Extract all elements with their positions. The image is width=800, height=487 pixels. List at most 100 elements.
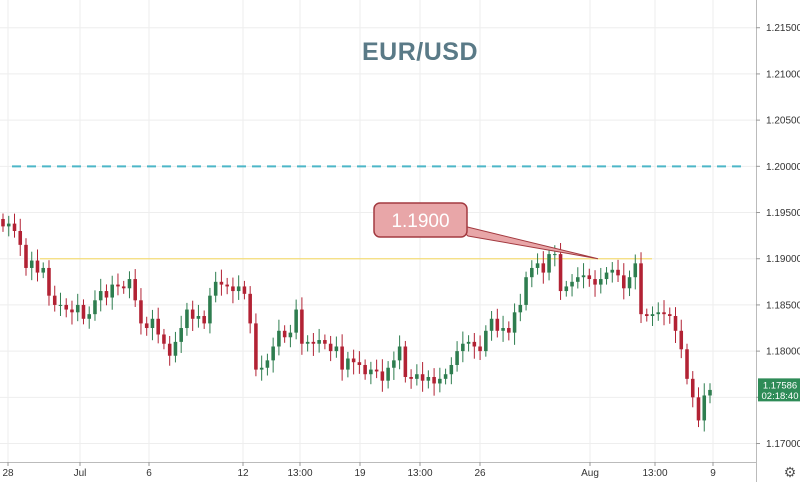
candle-body bbox=[685, 349, 689, 379]
candle-body bbox=[547, 254, 551, 273]
candle-body bbox=[690, 378, 695, 398]
candle-body bbox=[282, 330, 287, 338]
candle-body bbox=[116, 284, 120, 287]
x-tick-label: Aug bbox=[581, 468, 599, 479]
candle-body bbox=[363, 364, 367, 375]
y-tick-label: 1.19500 bbox=[766, 208, 800, 219]
candle-body bbox=[673, 316, 678, 331]
candle-body bbox=[530, 267, 534, 278]
candle-body bbox=[478, 346, 482, 352]
y-tick-label: 1.18000 bbox=[766, 347, 800, 358]
y-tick-label: 1.18500 bbox=[766, 300, 800, 311]
candle-body bbox=[409, 376, 413, 379]
candle-body bbox=[127, 279, 132, 289]
y-tick-label: 1.21500 bbox=[766, 23, 800, 34]
gear-icon[interactable]: ⚙ bbox=[783, 464, 797, 480]
candle-body bbox=[144, 323, 149, 329]
price-tag-countdown: 02:18:40 bbox=[762, 391, 799, 402]
candle-body bbox=[29, 260, 34, 268]
candle-body bbox=[47, 267, 51, 296]
candle-body bbox=[380, 371, 385, 381]
candle-body bbox=[167, 343, 172, 356]
candle-body bbox=[104, 291, 109, 298]
candle-body bbox=[236, 286, 241, 292]
candle-body bbox=[317, 340, 321, 344]
candle-body bbox=[553, 254, 557, 256]
y-tick-label: 1.20000 bbox=[766, 162, 800, 173]
candle-body bbox=[328, 343, 333, 352]
candle-body bbox=[466, 341, 471, 344]
candle-body bbox=[650, 314, 655, 317]
candle-body bbox=[110, 284, 114, 298]
candle-body bbox=[87, 314, 92, 319]
candle-body bbox=[426, 376, 431, 381]
candle-body bbox=[392, 360, 396, 368]
candle-body bbox=[75, 304, 80, 313]
y-tick-label: 1.21000 bbox=[766, 69, 800, 80]
candle-body bbox=[52, 295, 57, 305]
candle-body bbox=[374, 369, 379, 372]
candle-body bbox=[196, 316, 201, 319]
candle-body bbox=[300, 309, 304, 344]
candle-body bbox=[340, 346, 344, 370]
candle-body bbox=[254, 323, 258, 370]
candle-body bbox=[702, 395, 707, 421]
candle-body bbox=[484, 330, 488, 352]
candle-body bbox=[455, 351, 459, 365]
candle-body bbox=[173, 341, 178, 356]
x-tick-label: 19 bbox=[354, 468, 366, 479]
x-tick-label: 28 bbox=[2, 468, 14, 479]
x-tick-label: 13:00 bbox=[642, 468, 667, 479]
candle-body bbox=[696, 397, 701, 421]
candle-body bbox=[461, 343, 465, 352]
candle-body bbox=[288, 332, 293, 338]
x-tick-label: 13:00 bbox=[287, 468, 312, 479]
x-tick-label: Jul bbox=[74, 468, 87, 479]
price-tag bbox=[758, 378, 800, 402]
candle-body bbox=[489, 318, 494, 331]
y-tick-label: 1.20500 bbox=[766, 116, 800, 127]
chart-title: EUR/USD bbox=[361, 38, 478, 66]
candle-body bbox=[501, 328, 505, 331]
candle-body bbox=[512, 312, 517, 333]
candle-body bbox=[495, 318, 500, 331]
candle-body bbox=[277, 330, 281, 347]
candle-body bbox=[271, 346, 275, 361]
candle-body bbox=[599, 279, 603, 285]
candle-body bbox=[311, 341, 316, 344]
candle-body bbox=[41, 267, 46, 273]
candle-body bbox=[248, 293, 252, 324]
candle-body bbox=[219, 281, 224, 285]
candle-body bbox=[35, 260, 40, 273]
candle-body bbox=[133, 279, 137, 301]
candle-body bbox=[1, 218, 5, 227]
candle-body bbox=[294, 309, 298, 333]
candle-body bbox=[639, 263, 643, 315]
candle-body bbox=[581, 275, 586, 278]
candle-body bbox=[593, 279, 597, 285]
candle-body bbox=[443, 374, 448, 379]
candle-body bbox=[633, 263, 638, 278]
candle-body bbox=[472, 341, 477, 347]
candle-body bbox=[213, 281, 218, 296]
candle-body bbox=[397, 346, 402, 361]
candle-body bbox=[323, 340, 327, 344]
candle-body bbox=[231, 286, 235, 292]
candle-body bbox=[420, 374, 425, 381]
candle-body bbox=[604, 272, 609, 280]
candle-body bbox=[208, 295, 212, 324]
candle-body bbox=[662, 312, 666, 315]
candle-body bbox=[162, 334, 166, 344]
candle-body bbox=[386, 367, 390, 381]
candle-body bbox=[58, 304, 63, 306]
y-tick-label: 1.17000 bbox=[766, 439, 800, 450]
candle-body bbox=[667, 314, 672, 317]
candle-body bbox=[334, 346, 339, 352]
candle-body bbox=[305, 341, 310, 344]
candle-body bbox=[679, 330, 684, 350]
candle-body bbox=[570, 281, 574, 287]
candle-body bbox=[24, 244, 28, 268]
candle-body bbox=[541, 263, 546, 273]
